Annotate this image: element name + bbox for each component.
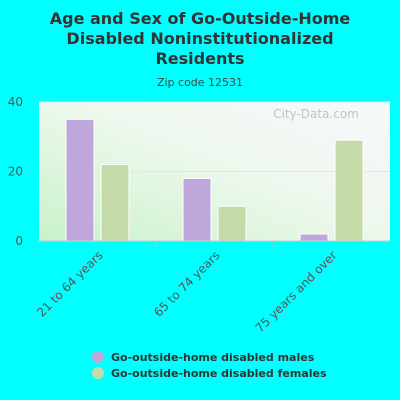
legend-swatch-males: [92, 351, 104, 363]
chart-subtitle: Zip code 12531: [156, 76, 244, 89]
bar-males: [65, 118, 95, 242]
x-tick-label: 75 years and over: [253, 248, 340, 335]
y-tick-label: 40: [8, 95, 23, 109]
watermark-text: City-Data.com: [273, 107, 359, 121]
y-tick-label: 20: [8, 165, 23, 179]
legend: Go-outside-home disabled males Go-outsid…: [92, 349, 327, 381]
chart-title: Age and Sex of Go-Outside-Home Disabled …: [49, 9, 351, 68]
legend-label-females: Go-outside-home disabled females: [111, 366, 327, 380]
legend-item-males: Go-outside-home disabled males: [92, 349, 327, 365]
legend-item-females: Go-outside-home disabled females: [92, 365, 327, 381]
x-tick-label: 21 to 64 years: [34, 248, 105, 319]
y-tick-label: 0: [15, 234, 23, 248]
legend-swatch-females: [92, 367, 104, 379]
bar-females: [100, 164, 130, 242]
bar-males: [299, 233, 329, 242]
legend-label-males: Go-outside-home disabled males: [111, 350, 315, 364]
bar-females: [334, 139, 364, 242]
bar-females: [217, 205, 247, 242]
x-tick-label: 65 to 74 years: [151, 248, 222, 319]
bar-males: [182, 177, 212, 242]
